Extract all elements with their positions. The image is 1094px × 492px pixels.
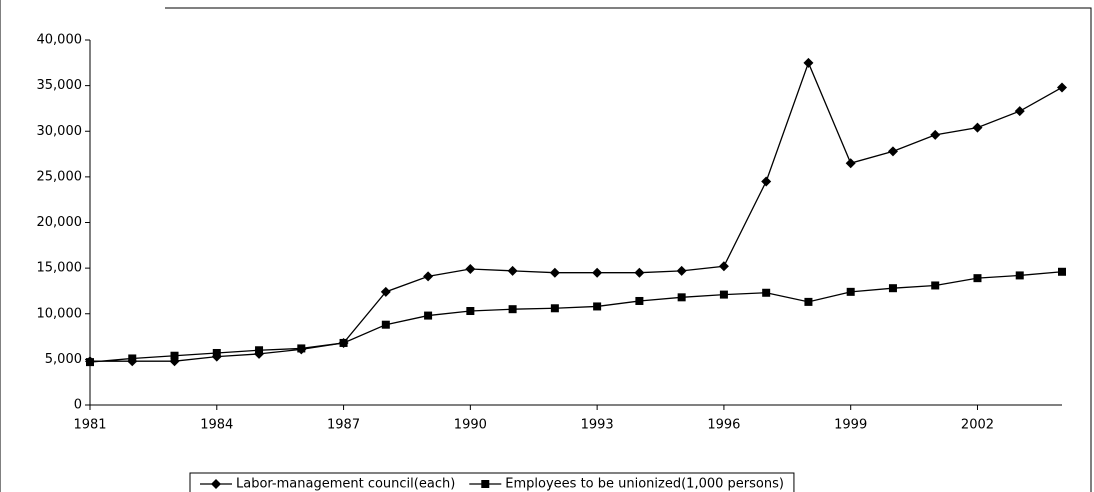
- x-tick-label: 1999: [834, 418, 867, 433]
- series-line: [89, 271, 1063, 363]
- point: [1058, 267, 1066, 276]
- point: [1014, 106, 1025, 117]
- point: [973, 274, 982, 283]
- point: [128, 354, 137, 363]
- y-tick-label: 40,000: [37, 33, 83, 48]
- point: [931, 281, 940, 290]
- legend-label: Labor-management council(each): [236, 477, 455, 492]
- point: [804, 297, 813, 306]
- legend-box: [189, 472, 795, 492]
- x-tick-label: 2002: [961, 418, 994, 433]
- point: [170, 351, 179, 360]
- point: [1015, 271, 1024, 280]
- y-tick-label: 20,000: [37, 215, 83, 230]
- frame: [165, 7, 1092, 492]
- point: [339, 338, 348, 347]
- point: [380, 286, 391, 297]
- x-tick-label: 1981: [73, 418, 106, 433]
- y-tick-label: 30,000: [37, 124, 83, 139]
- point: [212, 348, 221, 357]
- x-tick-label: 1984: [200, 418, 233, 433]
- y-tick-label: 0: [74, 398, 82, 413]
- point: [423, 271, 434, 282]
- y-tick-label: 5,000: [45, 352, 82, 367]
- series-line: [90, 61, 1063, 362]
- y-tick-label: 25,000: [37, 169, 83, 184]
- point: [718, 261, 729, 272]
- x-tick-label: 1993: [581, 418, 614, 433]
- point: [508, 305, 517, 314]
- y-tick-label: 15,000: [37, 261, 83, 276]
- point: [972, 122, 983, 133]
- y-tick-label: 35,000: [37, 78, 83, 93]
- x-tick-label: 1990: [454, 418, 487, 433]
- point: [550, 304, 559, 313]
- point: [424, 311, 433, 320]
- point: [888, 284, 897, 293]
- point: [846, 287, 855, 296]
- point: [86, 358, 94, 367]
- point: [634, 267, 645, 278]
- point: [719, 290, 728, 299]
- point: [297, 344, 306, 353]
- x-tick-label: 1996: [707, 418, 740, 433]
- point: [677, 293, 686, 302]
- y-tick-label: 10,000: [37, 306, 83, 321]
- point: [507, 265, 518, 276]
- point: [381, 320, 390, 329]
- point: [803, 57, 814, 68]
- legend-marker: [211, 479, 221, 489]
- point: [845, 158, 856, 169]
- point: [887, 146, 898, 157]
- point: [466, 307, 475, 316]
- point: [635, 296, 644, 305]
- point: [549, 267, 560, 278]
- point: [593, 302, 602, 311]
- legend-label: Employees to be unionized(1,000 persons): [505, 477, 784, 492]
- legend-marker: [481, 480, 490, 488]
- point: [930, 129, 941, 140]
- point: [592, 267, 603, 278]
- point: [465, 264, 476, 275]
- point: [1057, 82, 1067, 93]
- point: [762, 288, 771, 297]
- point: [676, 265, 687, 276]
- x-tick-label: 1987: [327, 418, 360, 433]
- point: [255, 346, 264, 355]
- point: [761, 176, 772, 187]
